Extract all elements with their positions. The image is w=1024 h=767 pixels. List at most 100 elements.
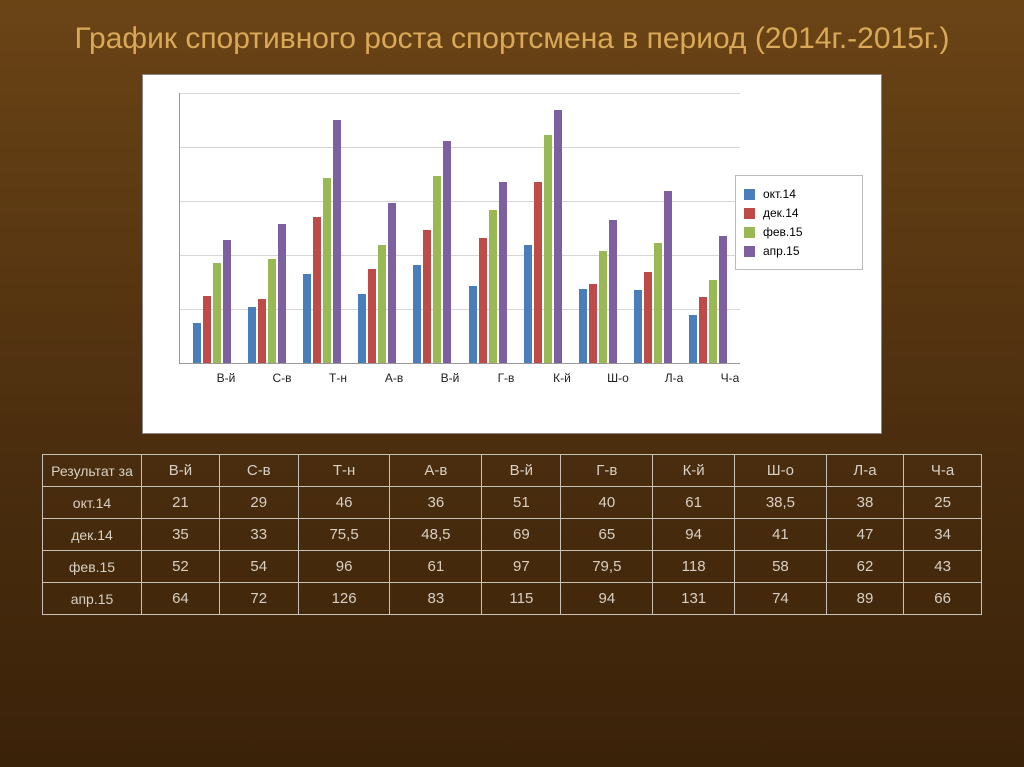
legend-swatch — [744, 189, 755, 200]
table-cell: 118 — [653, 551, 735, 583]
table-cell: 97 — [482, 551, 561, 583]
bar — [479, 238, 487, 363]
row-label: фев.15 — [43, 551, 142, 583]
table-cell: 61 — [390, 551, 482, 583]
row-label: окт.14 — [43, 487, 142, 519]
legend-item: фев.15 — [744, 225, 854, 239]
table-cell: 58 — [735, 551, 827, 583]
bar — [378, 245, 386, 363]
bar — [609, 220, 617, 363]
table-cell: 54 — [219, 551, 298, 583]
bar — [634, 290, 642, 363]
table-cell: 126 — [298, 583, 390, 615]
x-tick-label: К-й — [534, 371, 590, 385]
table-cell: 25 — [904, 487, 982, 519]
bar — [443, 141, 451, 363]
x-tick-label: Ш-о — [590, 371, 646, 385]
bar-group — [515, 93, 570, 363]
bar — [433, 176, 441, 363]
table-column-header: В-й — [142, 455, 220, 487]
x-tick-label: В-й — [422, 371, 478, 385]
table-cell: 83 — [390, 583, 482, 615]
table-cell: 29 — [219, 487, 298, 519]
bar — [358, 294, 366, 363]
table-cell: 75,5 — [298, 519, 390, 551]
plot-area: В-йС-вТ-нА-вВ-йГ-вК-йШ-оЛ-аЧ-а — [179, 93, 740, 364]
x-tick-label: В-й — [198, 371, 254, 385]
x-tick-label: А-в — [366, 371, 422, 385]
legend-label: фев.15 — [763, 225, 803, 239]
table-cell: 36 — [390, 487, 482, 519]
table-column-header: Г-в — [561, 455, 653, 487]
table-cell: 131 — [653, 583, 735, 615]
bar — [303, 274, 311, 363]
table-cell: 69 — [482, 519, 561, 551]
bar — [599, 251, 607, 363]
bar — [644, 272, 652, 363]
legend-item: апр.15 — [744, 244, 854, 258]
bar — [654, 243, 662, 363]
bar-group — [239, 93, 294, 363]
bar — [223, 240, 231, 363]
table-cell: 51 — [482, 487, 561, 519]
table-cell: 52 — [142, 551, 220, 583]
data-table: Результат заВ-йС-вТ-нА-вВ-йГ-вК-йШ-оЛ-аЧ… — [42, 454, 982, 615]
table-column-header: В-й — [482, 455, 561, 487]
legend: окт.14дек.14фев.15апр.15 — [735, 175, 863, 270]
x-tick-label: Г-в — [478, 371, 534, 385]
bar — [589, 284, 597, 363]
table-cell: 46 — [298, 487, 390, 519]
table-row: дек.14353375,548,5696594414734 — [43, 519, 982, 551]
table-cell: 115 — [482, 583, 561, 615]
table-row: фев.15525496619779,5118586243 — [43, 551, 982, 583]
bar — [268, 259, 276, 363]
table-column-header: А-в — [390, 455, 482, 487]
bars-row — [180, 93, 740, 363]
table-cell: 94 — [561, 583, 653, 615]
bar-group — [350, 93, 405, 363]
bar — [689, 315, 697, 363]
bar — [579, 289, 587, 363]
table-cell: 21 — [142, 487, 220, 519]
table-cell: 79,5 — [561, 551, 653, 583]
bar — [213, 263, 221, 363]
table-cell: 96 — [298, 551, 390, 583]
table-cell: 74 — [735, 583, 827, 615]
table-cell: 72 — [219, 583, 298, 615]
data-table-wrap: Результат заВ-йС-вТ-нА-вВ-йГ-вК-йШ-оЛ-аЧ… — [42, 454, 982, 615]
table-cell: 61 — [653, 487, 735, 519]
table-row: апр.1564721268311594131748966 — [43, 583, 982, 615]
table-column-header: С-в — [219, 455, 298, 487]
legend-label: окт.14 — [763, 187, 796, 201]
bar-group — [570, 93, 625, 363]
table-cell: 34 — [904, 519, 982, 551]
table-corner-header: Результат за — [43, 455, 142, 487]
legend-swatch — [744, 246, 755, 257]
bar — [554, 110, 562, 363]
x-tick-label: Ч-а — [702, 371, 758, 385]
slide: График спортивного роста спортсмена в пе… — [0, 0, 1024, 767]
bar — [499, 182, 507, 363]
table-cell: 33 — [219, 519, 298, 551]
row-label: дек.14 — [43, 519, 142, 551]
x-tick-label: Л-а — [646, 371, 702, 385]
table-cell: 48,5 — [390, 519, 482, 551]
chart-container: В-йС-вТ-нА-вВ-йГ-вК-йШ-оЛ-аЧ-а окт.14дек… — [142, 74, 882, 434]
table-column-header: Ш-о — [735, 455, 827, 487]
bar-group — [294, 93, 349, 363]
table-header-row: Результат заВ-йС-вТ-нА-вВ-йГ-вК-йШ-оЛ-аЧ… — [43, 455, 982, 487]
bar — [248, 307, 256, 363]
bar-group — [184, 93, 239, 363]
bar-group — [460, 93, 515, 363]
bar — [413, 265, 421, 363]
bar — [388, 203, 396, 363]
table-cell: 47 — [826, 519, 903, 551]
legend-item: окт.14 — [744, 187, 854, 201]
table-cell: 64 — [142, 583, 220, 615]
bar — [534, 182, 542, 363]
legend-swatch — [744, 208, 755, 219]
legend-swatch — [744, 227, 755, 238]
table-column-header: К-й — [653, 455, 735, 487]
table-cell: 94 — [653, 519, 735, 551]
x-tick-label: С-в — [254, 371, 310, 385]
